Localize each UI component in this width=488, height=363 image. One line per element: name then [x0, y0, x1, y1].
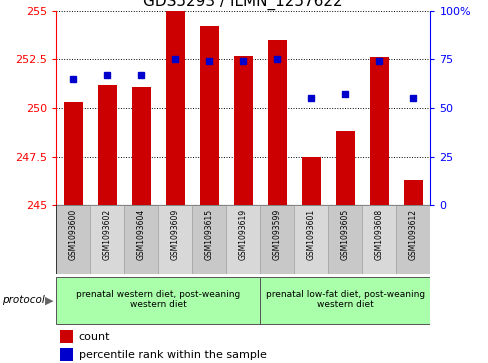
Text: GSM1093608: GSM1093608	[374, 208, 383, 260]
Bar	[56, 205, 90, 274]
Bar	[98, 85, 116, 205]
Text: GSM1093612: GSM1093612	[408, 208, 417, 260]
Text: protocol: protocol	[2, 295, 45, 305]
Bar	[294, 205, 327, 274]
Bar	[362, 205, 395, 274]
Bar	[260, 205, 294, 274]
Title: GDS5293 / ILMN_1257622: GDS5293 / ILMN_1257622	[143, 0, 343, 9]
Bar	[56, 277, 260, 324]
Bar	[369, 57, 388, 205]
Bar	[301, 156, 320, 205]
Text: GSM1093602: GSM1093602	[102, 208, 112, 260]
Bar	[165, 11, 184, 205]
Text: count: count	[79, 331, 110, 342]
Text: GSM1093605: GSM1093605	[340, 208, 349, 260]
Bar	[158, 205, 192, 274]
Bar	[267, 40, 286, 205]
Text: GSM1093601: GSM1093601	[306, 208, 315, 260]
Text: GSM1093604: GSM1093604	[137, 208, 145, 260]
Bar	[226, 205, 260, 274]
Bar	[200, 26, 218, 205]
Bar	[395, 205, 429, 274]
Bar	[124, 205, 158, 274]
Text: percentile rank within the sample: percentile rank within the sample	[79, 350, 266, 360]
Bar	[327, 205, 362, 274]
Bar	[403, 180, 422, 205]
Text: GSM1093615: GSM1093615	[204, 208, 213, 260]
Text: GSM1093609: GSM1093609	[170, 208, 180, 260]
Bar	[90, 205, 124, 274]
Text: GSM1093600: GSM1093600	[69, 208, 78, 260]
Text: ▶: ▶	[45, 295, 53, 305]
Bar	[64, 102, 82, 205]
Text: prenatal western diet, post-weaning
western diet: prenatal western diet, post-weaning west…	[76, 290, 240, 309]
Bar	[260, 277, 429, 324]
Bar	[192, 205, 226, 274]
Bar	[60, 348, 73, 361]
Bar	[60, 330, 73, 343]
Bar	[132, 87, 150, 205]
Text: prenatal low-fat diet, post-weaning
western diet: prenatal low-fat diet, post-weaning west…	[265, 290, 424, 309]
Bar	[233, 56, 252, 205]
Bar	[335, 131, 354, 205]
Text: GSM1093599: GSM1093599	[272, 208, 281, 260]
Text: GSM1093619: GSM1093619	[238, 208, 247, 260]
